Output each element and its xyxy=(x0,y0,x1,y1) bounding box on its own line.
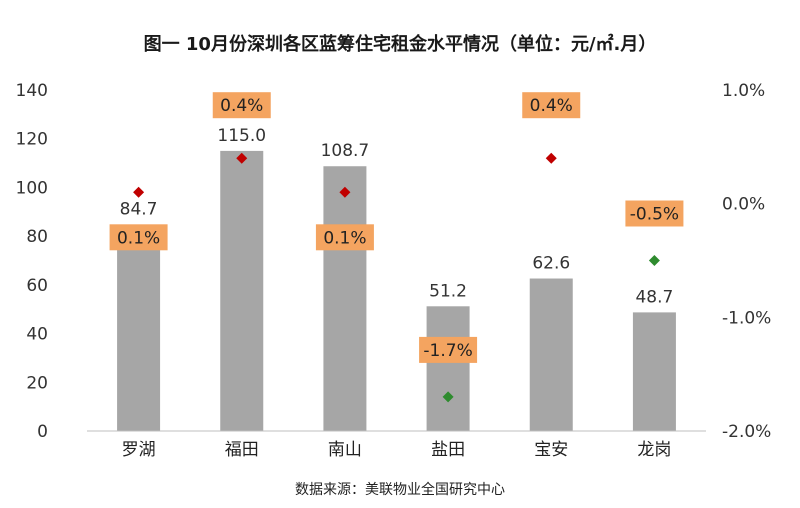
change-marker xyxy=(133,186,145,198)
category-label: 龙岗 xyxy=(637,440,671,460)
change-label-box xyxy=(109,224,168,251)
right-axis: -2.0% -1.0% 0.0% 1.0% xyxy=(722,81,771,442)
bar xyxy=(323,166,367,431)
bar-value-label: 51.2 xyxy=(429,281,467,301)
markers: 0.1% 0.4% 0.1% -1.7% 0.4% -0.5% xyxy=(109,92,684,403)
change-label-box xyxy=(625,200,684,227)
change-label-box xyxy=(212,92,271,119)
left-tick-label: 0 xyxy=(37,422,48,442)
category-label: 宝安 xyxy=(534,440,568,460)
change-label-box xyxy=(315,224,374,251)
change-label: 0.4% xyxy=(530,96,573,116)
category-label: 罗湖 xyxy=(122,440,156,460)
change-label-box xyxy=(522,92,581,119)
right-tick-label: -1.0% xyxy=(722,308,771,328)
bar-value-label: 84.7 xyxy=(120,200,158,220)
category-labels: 罗湖 福田 南山 盐田 宝安 龙岗 xyxy=(122,440,672,460)
bar xyxy=(529,278,573,431)
chart-title: 图一 10月份深圳各区蓝筹住宅租金水平情况（单位：元/㎡.月） xyxy=(144,33,657,55)
change-label: 0.4% xyxy=(220,96,263,116)
right-tick-label: 1.0% xyxy=(722,81,765,101)
change-label: 0.1% xyxy=(117,228,160,248)
left-tick-label: 100 xyxy=(16,178,48,198)
left-tick-label: 80 xyxy=(26,227,48,247)
change-label-box xyxy=(419,336,478,363)
change-marker xyxy=(442,391,454,403)
category-label: 福田 xyxy=(225,440,259,460)
change-label: -0.5% xyxy=(630,205,679,225)
bar xyxy=(426,306,470,431)
left-tick-label: 140 xyxy=(16,81,48,101)
left-tick-label: 20 xyxy=(26,373,48,393)
right-tick-label: 0.0% xyxy=(722,195,765,215)
change-label: -1.7% xyxy=(423,341,472,361)
right-tick-label: -2.0% xyxy=(722,422,771,442)
bar xyxy=(220,150,264,431)
left-tick-label: 120 xyxy=(16,130,48,150)
bar-value-label: 48.7 xyxy=(635,287,673,307)
change-marker xyxy=(648,255,660,266)
category-label: 南山 xyxy=(328,440,362,460)
left-tick-label: 40 xyxy=(26,325,48,345)
bars: 84.7 115.0 108.7 51.2 62.6 48.7 xyxy=(117,126,676,431)
category-label: 盐田 xyxy=(431,440,465,460)
left-axis: 0 20 40 60 80 100 120 140 xyxy=(16,81,48,442)
bar-value-label: 108.7 xyxy=(321,141,370,161)
bar xyxy=(632,312,676,431)
bar-value-label: 62.6 xyxy=(532,254,570,274)
change-marker xyxy=(236,152,248,164)
bar-value-label: 115.0 xyxy=(217,126,266,146)
bar xyxy=(117,224,161,431)
change-label: 0.1% xyxy=(323,228,366,248)
change-marker xyxy=(545,152,557,164)
left-tick-label: 60 xyxy=(26,276,48,296)
change-marker xyxy=(339,186,351,198)
source-note: 数据来源：美联物业全国研究中心 xyxy=(295,481,505,498)
